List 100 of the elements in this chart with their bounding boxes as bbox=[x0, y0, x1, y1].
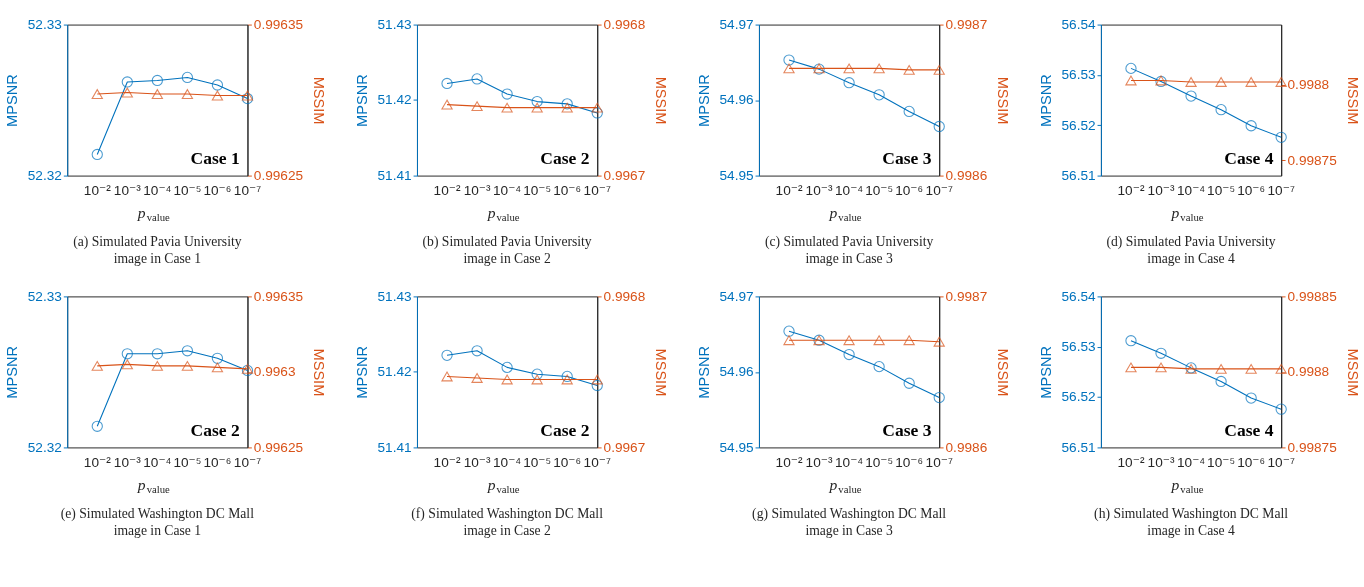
y-tick-label: 56.54 bbox=[1061, 16, 1096, 32]
y-tick-label: 51.42 bbox=[377, 92, 412, 108]
y-axis-title: MPSNR bbox=[4, 74, 21, 127]
point bbox=[783, 325, 795, 337]
y2-tick-label: 0.99635 bbox=[253, 288, 304, 304]
y-tick-label: 56.54 bbox=[1061, 288, 1096, 304]
x-tick-label: 10⁻⁶ bbox=[1237, 183, 1266, 199]
point bbox=[561, 98, 573, 110]
point bbox=[211, 352, 224, 364]
text: (c) Simulated Pavia University image in Case 3 bbox=[764, 233, 934, 267]
x-tick-label: 10⁻³ bbox=[463, 183, 491, 199]
y-tick-label: 56.53 bbox=[1061, 67, 1096, 83]
y2-axis-title: MSSIM bbox=[1344, 76, 1361, 125]
y-tick-label: 54.97 bbox=[719, 288, 754, 304]
y2-tick-label: 0.99885 bbox=[1287, 288, 1337, 304]
y-tick-label: 54.95 bbox=[719, 167, 754, 183]
x-tick-label: 10⁻² bbox=[433, 183, 461, 199]
y2-tick-label: 0.9986 bbox=[945, 439, 988, 455]
x-tick-label: 10⁻⁵ bbox=[523, 183, 552, 199]
point bbox=[241, 92, 254, 105]
x-tick-label: 10⁻⁴ bbox=[834, 183, 864, 199]
y-tick-label: 52.33 bbox=[27, 16, 62, 32]
point bbox=[91, 420, 103, 432]
y2-tick-label: 0.99625 bbox=[253, 439, 304, 455]
point bbox=[591, 379, 603, 392]
point bbox=[121, 76, 133, 88]
y-tick-label: 54.97 bbox=[719, 16, 754, 32]
y2-tick-label: 0.9967 bbox=[603, 439, 646, 455]
x-tick-label: 10⁻³ bbox=[1147, 183, 1175, 199]
annotation: Case 4 bbox=[1224, 147, 1274, 168]
y2-tick-label: 0.9963 bbox=[253, 364, 296, 380]
point bbox=[501, 88, 513, 100]
x-tick-label: 10⁻⁴ bbox=[493, 183, 522, 199]
y2-tick-label: 0.9986 bbox=[945, 167, 988, 183]
y-tick-label: 52.33 bbox=[27, 288, 62, 304]
y2-tick-label: 0.9987 bbox=[945, 288, 988, 304]
x-tick-label: 10⁻⁵ bbox=[173, 183, 202, 199]
y-axis-title: MPSNR bbox=[353, 74, 370, 127]
x-tick-label: 10⁻⁴ bbox=[1176, 454, 1206, 470]
point bbox=[1185, 90, 1197, 102]
text: (b) Simulated Pavia University image in Case 2 bbox=[422, 233, 592, 267]
x-tick-label: 10⁻⁶ bbox=[1237, 454, 1266, 470]
x-tick-label: 10⁻⁵ bbox=[523, 454, 552, 470]
y-axis-title: MPSNR bbox=[695, 346, 712, 399]
point bbox=[873, 360, 885, 373]
y-tick-label: 51.41 bbox=[377, 167, 412, 183]
point bbox=[591, 107, 603, 119]
annotation: Case 2 bbox=[190, 419, 240, 440]
annotation: Case 3 bbox=[882, 147, 932, 168]
x-tick-label: 10⁻⁵ bbox=[173, 454, 202, 470]
y-tick-label: 51.43 bbox=[377, 288, 412, 304]
y2-axis-title: MSSIM bbox=[653, 76, 670, 125]
point bbox=[903, 105, 915, 118]
y-axis-title: MPSNR bbox=[1037, 346, 1054, 399]
point bbox=[121, 348, 133, 360]
text: (h) Simulated Washington DC Mall image in Case 4 bbox=[1094, 505, 1289, 539]
x-tick-label: 10⁻³ bbox=[113, 183, 142, 199]
point bbox=[933, 391, 945, 404]
y2-axis-title: MSSIM bbox=[994, 76, 1011, 125]
y-tick-label: 56.53 bbox=[1061, 339, 1096, 355]
y2-tick-label: 0.9968 bbox=[603, 16, 646, 32]
text: (e) Simulated Washington DC Mall image in Case 1 bbox=[60, 505, 255, 539]
x-tick-label: 10⁻² bbox=[433, 454, 461, 470]
x-tick-label: 10⁻⁴ bbox=[493, 454, 522, 470]
y-tick-label: 56.52 bbox=[1061, 117, 1096, 133]
x-tick-label: 10⁻³ bbox=[113, 454, 142, 470]
y-axis-title: MPSNR bbox=[1037, 74, 1054, 127]
y-tick-label: 51.41 bbox=[377, 439, 412, 455]
point bbox=[1245, 392, 1257, 404]
y-axis-title: MPSNR bbox=[4, 346, 21, 399]
point bbox=[933, 120, 945, 133]
text: (g) Simulated Washington DC Mall image in Case 3 bbox=[752, 505, 947, 539]
point bbox=[471, 345, 483, 357]
y-tick-label: 56.52 bbox=[1061, 389, 1096, 405]
point bbox=[441, 349, 453, 361]
y2-tick-label: 0.9967 bbox=[603, 167, 646, 183]
y-tick-label: 52.32 bbox=[27, 439, 62, 455]
annotation: Case 4 bbox=[1224, 419, 1274, 440]
y2-tick-label: 0.99875 bbox=[1287, 439, 1337, 455]
point bbox=[441, 77, 453, 90]
point bbox=[843, 77, 855, 89]
point bbox=[1215, 104, 1227, 116]
x-tick-label: 10⁻⁷ bbox=[233, 454, 262, 470]
x-tick-label: 10⁻⁶ bbox=[553, 454, 582, 470]
y-tick-label: 54.96 bbox=[719, 92, 754, 108]
x-tick-label: 10⁻⁴ bbox=[143, 183, 172, 199]
x-tick-label: 10⁻⁶ bbox=[553, 183, 582, 199]
point bbox=[1125, 62, 1137, 75]
y-tick-label: 54.95 bbox=[719, 439, 754, 455]
x-tick-label: 10⁻⁵ bbox=[1207, 183, 1236, 199]
x-tick-label: 10⁻³ bbox=[805, 183, 833, 199]
point bbox=[471, 73, 483, 85]
y-axis-title: MPSNR bbox=[695, 74, 712, 127]
point bbox=[873, 89, 885, 101]
text: (d) Simulated Pavia University image in Case 4 bbox=[1106, 233, 1276, 267]
x-tick-label: 10⁻² bbox=[775, 454, 803, 470]
y2-axis-title: MSSIM bbox=[310, 76, 327, 125]
point bbox=[531, 95, 543, 108]
x-tick-label: 10⁻⁷ bbox=[583, 183, 611, 199]
x-tick-label: 10⁻⁵ bbox=[865, 454, 894, 470]
